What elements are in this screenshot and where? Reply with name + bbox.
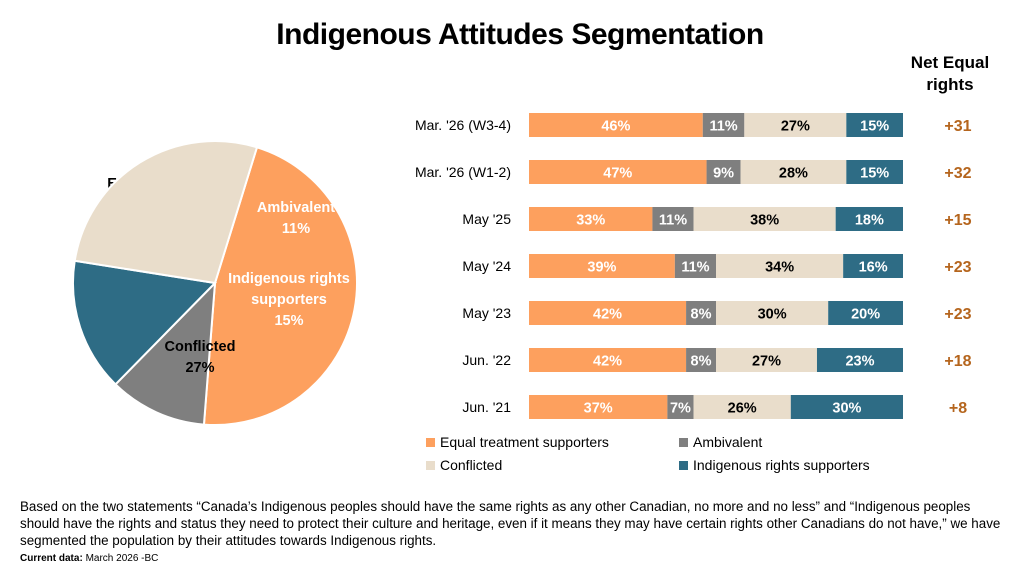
pie-slice (202, 146, 358, 426)
current-data-note: Current data: March 2026 -BC (20, 553, 158, 564)
bar-segment (693, 395, 791, 419)
net-equal-rights-value: +23 (944, 259, 971, 276)
bar-segment (846, 113, 903, 137)
net-equal-rights-value: +23 (944, 306, 971, 323)
bar-segment (843, 254, 903, 278)
bar-category-label: Jun. '22 (462, 352, 511, 368)
bar-value-label: 30% (832, 401, 861, 417)
bar-value-label: 20% (851, 307, 880, 323)
pie-slice-label: Ambivalent (257, 200, 335, 216)
bar-segment (674, 254, 716, 278)
pie-slice (72, 259, 218, 386)
bar-segment (529, 254, 675, 278)
bar-value-label: 11% (681, 260, 709, 276)
chart-title: Indigenous Attitudes Segmentation (276, 18, 764, 51)
net-equal-rights-value: +8 (949, 400, 967, 417)
net-equal-rights-value: +15 (944, 212, 971, 229)
bar-value-label: 8% (691, 354, 712, 370)
bar-value-label: 7% (670, 401, 691, 417)
legend-swatch (679, 461, 688, 470)
pie-slice (73, 140, 259, 285)
bar-value-label: 46% (601, 119, 630, 135)
bar-value-label: 23% (845, 354, 874, 370)
bar-value-label: 39% (587, 260, 616, 276)
bar-category-label: May '24 (462, 258, 511, 274)
bar-value-label: 33% (576, 213, 605, 229)
bar-value-label: 27% (752, 354, 781, 370)
bar-category-label: Mar. '26 (W3-4) (415, 117, 511, 133)
pie-value-label: 11% (282, 221, 310, 237)
bar-value-label: 28% (779, 166, 808, 182)
bar-segment (740, 160, 847, 184)
legend-label: Conflicted (440, 457, 502, 473)
pie-slice-label: Conflicted (165, 339, 236, 355)
bar-segment (744, 113, 847, 137)
pie-value-label: 15% (274, 313, 303, 329)
bar-segment (716, 348, 817, 372)
bar-value-label: 38% (750, 213, 779, 229)
bar-segment (529, 207, 653, 231)
bar-category-label: Mar. '26 (W1-2) (415, 164, 511, 180)
bar-segment (529, 348, 687, 372)
bar-value-label: 11% (659, 213, 687, 229)
bar-segment (686, 348, 716, 372)
net-equal-rights-value: +18 (944, 353, 971, 370)
bar-value-label: 37% (584, 401, 613, 417)
bar-segment (706, 160, 741, 184)
bar-value-label: 8% (691, 307, 712, 323)
pie-value-label: 27% (185, 360, 214, 376)
bar-value-label: 42% (593, 307, 622, 323)
bar-segment (652, 207, 694, 231)
current-data-value: March 2026 -BC (85, 553, 159, 564)
bar-segment (667, 395, 694, 419)
bar-segment (716, 254, 844, 278)
net-equal-rights-header: Net Equal rights (910, 53, 990, 94)
bar-value-label: 27% (781, 119, 810, 135)
legend-label: Ambivalent (693, 434, 762, 450)
bar-category-label: Jun. '21 (462, 399, 511, 415)
net-equal-rights-value: +32 (944, 165, 971, 182)
legend-swatch (426, 461, 435, 470)
bar-value-label: 15% (860, 119, 889, 135)
footnote: Based on the two statements “Canada’s In… (20, 499, 1001, 548)
bar-segment (816, 348, 903, 372)
bar-segment (529, 301, 687, 325)
pie-slice (114, 280, 217, 426)
current-data-label: Current data: (20, 553, 83, 564)
bar-value-label: 47% (603, 166, 632, 182)
legend-label: Indigenous rights supporters (693, 457, 870, 473)
net-equal-rights-value: +31 (944, 118, 971, 135)
bar-segment (529, 160, 707, 184)
bar-value-label: 30% (758, 307, 787, 323)
bar-segment (716, 301, 829, 325)
bar-segment (686, 301, 716, 325)
bar-segment (835, 207, 903, 231)
pie-slice-label: Indigenous rights (228, 271, 350, 287)
bar-segment (702, 113, 745, 137)
bar-segment (828, 301, 903, 325)
bar-segment (693, 207, 836, 231)
legend-swatch (679, 438, 688, 447)
bar-value-label: 9% (713, 166, 734, 182)
pie-slice-label: supporters (251, 292, 327, 308)
bar-category-label: May '25 (462, 211, 511, 227)
bar-segment (529, 113, 703, 137)
bar-category-label: May '23 (462, 305, 511, 321)
bar-value-label: 11% (709, 119, 737, 135)
bar-value-label: 18% (855, 213, 884, 229)
bar-segment (529, 395, 668, 419)
bar-value-label: 42% (593, 354, 622, 370)
bar-value-label: 34% (765, 260, 794, 276)
bar-value-label: 26% (728, 401, 757, 417)
legend-swatch (426, 438, 435, 447)
bar-segment (846, 160, 903, 184)
legend-label: Equal treatment supporters (440, 434, 609, 450)
bar-value-label: 16% (859, 260, 888, 276)
bar-segment (790, 395, 903, 419)
bar-value-label: 15% (860, 166, 889, 182)
